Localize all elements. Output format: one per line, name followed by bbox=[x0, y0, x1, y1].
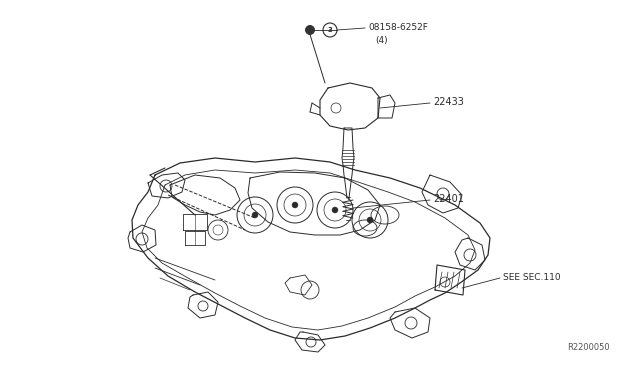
Circle shape bbox=[367, 217, 373, 223]
Text: 22433: 22433 bbox=[433, 97, 464, 107]
Text: (4): (4) bbox=[375, 35, 388, 45]
Circle shape bbox=[305, 26, 314, 35]
Circle shape bbox=[332, 207, 338, 213]
Text: 22401: 22401 bbox=[433, 194, 464, 204]
Text: SEE SEC.110: SEE SEC.110 bbox=[503, 273, 561, 282]
Circle shape bbox=[292, 202, 298, 208]
Text: R2200050: R2200050 bbox=[568, 343, 610, 352]
Text: 3: 3 bbox=[328, 27, 332, 33]
Text: 08158-6252F: 08158-6252F bbox=[368, 22, 428, 32]
Circle shape bbox=[252, 212, 258, 218]
